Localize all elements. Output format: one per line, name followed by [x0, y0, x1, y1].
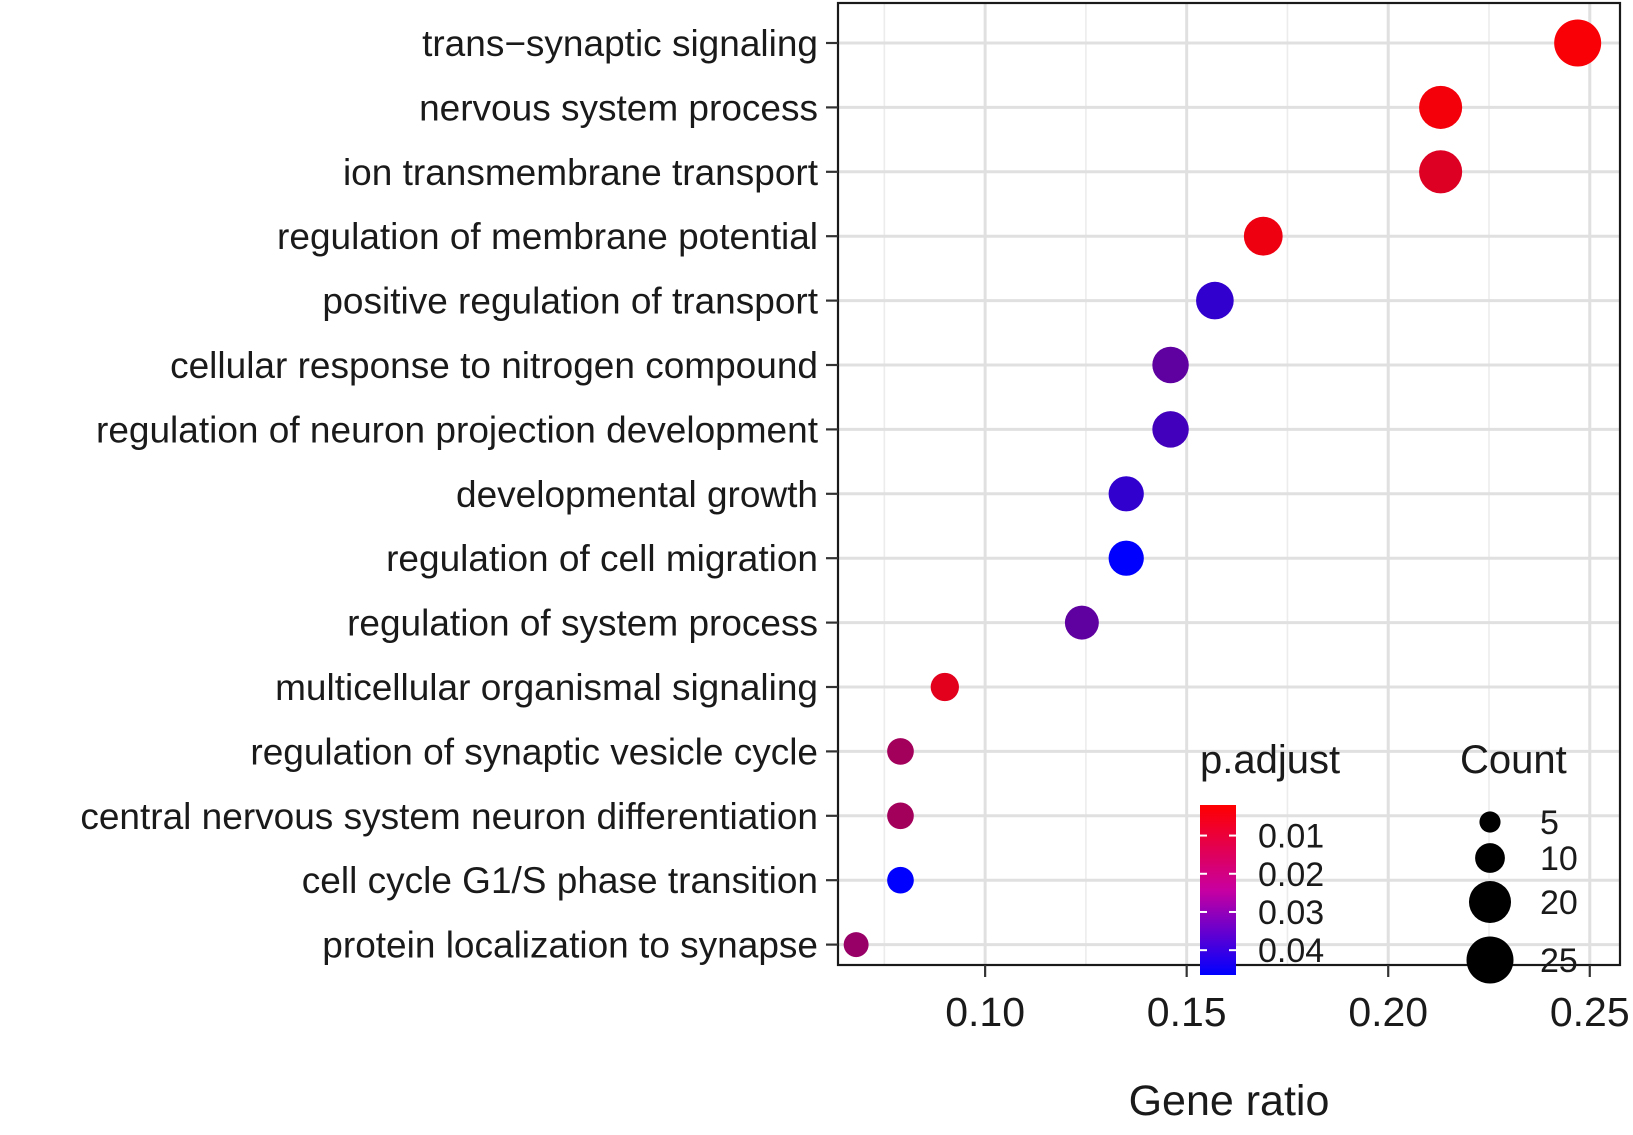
y-tick-label: cellular response to nitrogen compound [170, 345, 818, 386]
size-legend-label: 20 [1540, 884, 1578, 922]
x-axis-title: Gene ratio [1129, 1077, 1330, 1125]
x-tick-label: 0.25 [1550, 989, 1630, 1035]
y-tick-label: ion transmembrane transport [343, 152, 819, 193]
data-point [1064, 605, 1099, 640]
data-point [1196, 281, 1234, 320]
y-tick-label: developmental growth [456, 474, 818, 515]
data-point [887, 738, 914, 765]
x-axis: 0.10 0.15 0.20 0.25 [945, 965, 1630, 1035]
x-tick-label: 0.10 [945, 989, 1025, 1035]
y-tick-label: regulation of cell migration [386, 538, 818, 579]
data-point [1419, 150, 1463, 194]
color-legend-label: 0.01 [1258, 818, 1324, 856]
y-tick-label: regulation of system process [347, 603, 818, 644]
y-tick-label: regulation of neuron projection developm… [96, 409, 819, 450]
size-legend-label: 5 [1540, 804, 1559, 842]
data-point [930, 672, 959, 702]
data-point [887, 802, 914, 830]
data-point [843, 932, 869, 958]
legends: p.adjust 0.010.020.030.04 Count 510 20 25 [1200, 738, 1578, 984]
color-legend-label: 0.02 [1258, 856, 1324, 894]
data-points [843, 19, 1602, 958]
size-legend-key [1466, 936, 1514, 984]
size-legend-key [1475, 843, 1505, 873]
y-tick-label: regulation of synaptic vesicle cycle [250, 731, 818, 772]
y-tick-label: nervous system process [419, 87, 818, 128]
y-tick-label: central nervous system neuron differenti… [80, 796, 818, 837]
data-point [1108, 540, 1144, 576]
size-legend-label: 25 [1540, 942, 1578, 980]
y-tick-label: protein localization to synapse [322, 925, 818, 966]
x-tick-label: 0.20 [1348, 989, 1428, 1035]
y-tick-label: multicellular organismal signaling [275, 667, 818, 708]
y-tick-label: cell cycle G1/S phase transition [302, 860, 818, 901]
x-tick-label: 0.15 [1147, 989, 1227, 1035]
y-tick-label: positive regulation of transport [322, 281, 818, 322]
size-legend-title: Count [1460, 738, 1567, 782]
size-legend-key [1468, 880, 1512, 924]
data-point [1243, 216, 1283, 256]
y-axis: trans−synaptic signaling nervous system p… [80, 23, 838, 966]
size-legend-key [1479, 811, 1501, 833]
data-point [1108, 476, 1144, 512]
color-legend-label: 0.03 [1258, 894, 1324, 932]
data-point [1419, 85, 1463, 129]
data-point [887, 866, 914, 894]
data-point [1152, 411, 1189, 448]
color-legend-bar [1200, 805, 1236, 975]
data-point [1554, 19, 1602, 67]
y-tick-label: trans−synaptic signaling [422, 23, 818, 64]
size-legend-label: 10 [1540, 840, 1578, 878]
color-legend-title: p.adjust [1200, 738, 1340, 782]
color-legend-label: 0.04 [1258, 932, 1324, 970]
y-tick-label: regulation of membrane potential [277, 216, 818, 257]
data-point [1152, 346, 1189, 384]
